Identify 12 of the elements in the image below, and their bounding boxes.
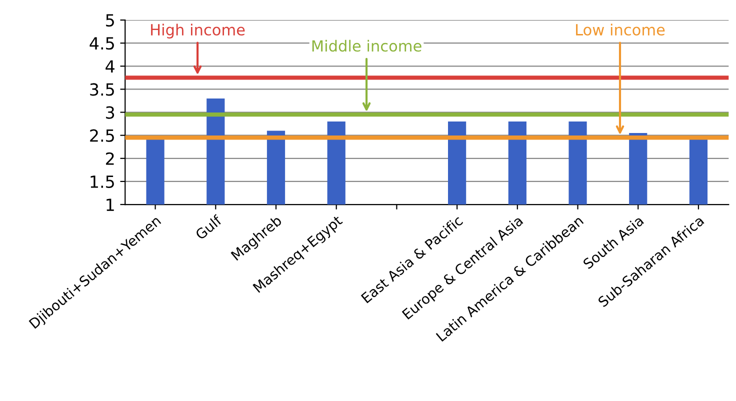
ref-line-label: Middle income (312, 40, 422, 52)
y-tick-label: 3.5 (90, 83, 114, 96)
y-tick-label: 1.5 (90, 176, 114, 188)
y-tick-label: 4 (106, 60, 114, 72)
y-tick-label: 4.5 (90, 37, 114, 50)
ref-line-label: Low income (576, 24, 665, 36)
y-tick-label: 2 (106, 152, 114, 165)
y-tick-label: 3 (106, 106, 114, 119)
y-tick-label: 2.5 (90, 129, 114, 142)
ref-line-label: High income (151, 24, 245, 38)
y-tick-label: 1 (106, 198, 114, 211)
y-tick-label: 5 (106, 14, 114, 27)
